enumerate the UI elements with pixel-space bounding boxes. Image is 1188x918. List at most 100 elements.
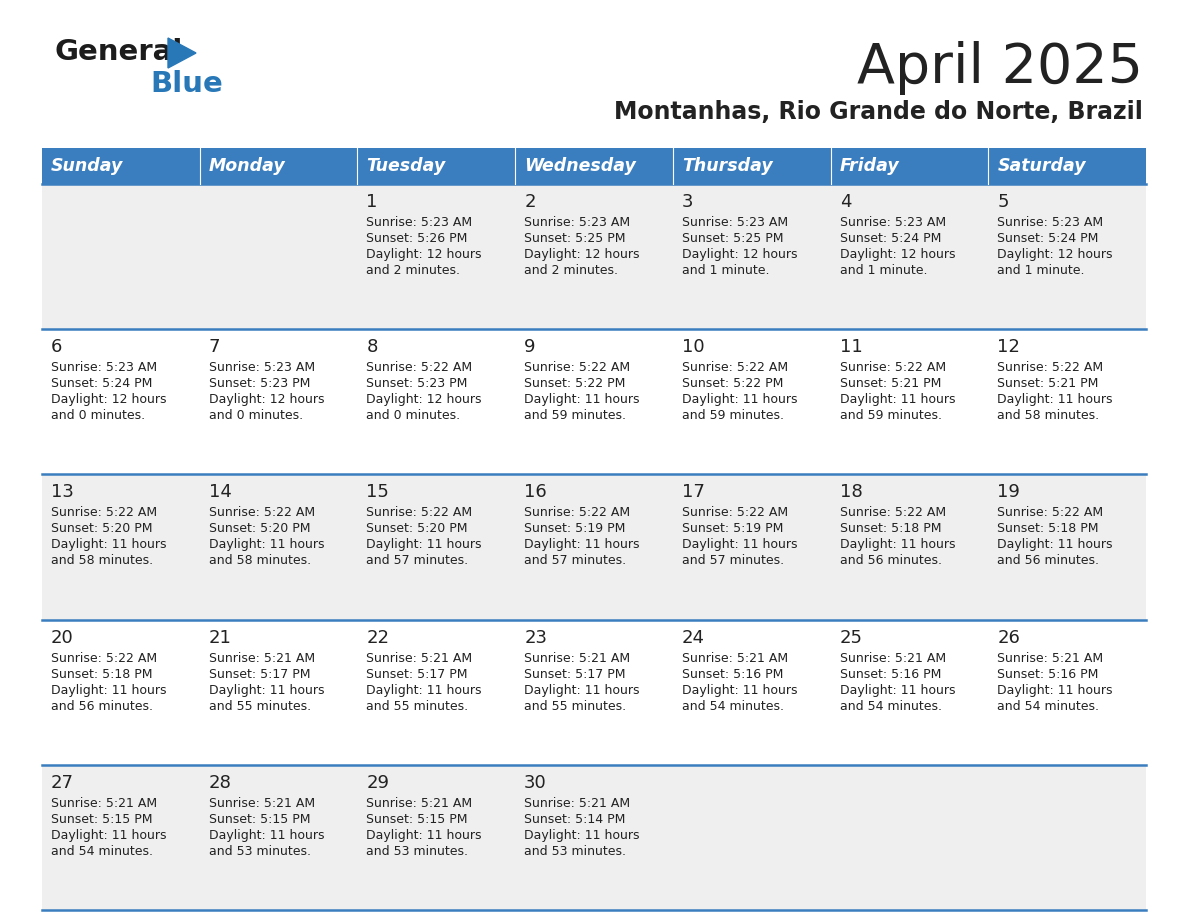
Text: 15: 15 bbox=[366, 484, 390, 501]
Text: Daylight: 11 hours: Daylight: 11 hours bbox=[997, 684, 1113, 697]
Text: Sunrise: 5:21 AM: Sunrise: 5:21 AM bbox=[209, 652, 315, 665]
Text: and 53 minutes.: and 53 minutes. bbox=[366, 845, 468, 857]
Text: Sunset: 5:19 PM: Sunset: 5:19 PM bbox=[682, 522, 783, 535]
Bar bbox=[830, 184, 988, 330]
Bar bbox=[358, 184, 516, 330]
Text: Sunrise: 5:21 AM: Sunrise: 5:21 AM bbox=[209, 797, 315, 810]
Text: Sunset: 5:21 PM: Sunset: 5:21 PM bbox=[997, 377, 1099, 390]
Text: Sunset: 5:20 PM: Sunset: 5:20 PM bbox=[51, 522, 152, 535]
Text: Sunset: 5:23 PM: Sunset: 5:23 PM bbox=[366, 377, 468, 390]
Text: Daylight: 11 hours: Daylight: 11 hours bbox=[51, 684, 166, 697]
Text: and 0 minutes.: and 0 minutes. bbox=[366, 409, 461, 422]
Text: Daylight: 11 hours: Daylight: 11 hours bbox=[682, 684, 797, 697]
Text: 19: 19 bbox=[997, 484, 1020, 501]
Text: Sunrise: 5:23 AM: Sunrise: 5:23 AM bbox=[524, 216, 631, 229]
Text: and 54 minutes.: and 54 minutes. bbox=[51, 845, 153, 857]
Text: and 55 minutes.: and 55 minutes. bbox=[524, 700, 626, 712]
Text: Daylight: 12 hours: Daylight: 12 hours bbox=[366, 393, 482, 406]
Text: Daylight: 11 hours: Daylight: 11 hours bbox=[524, 829, 639, 842]
Text: 25: 25 bbox=[840, 629, 862, 646]
Text: Friday: Friday bbox=[840, 157, 899, 175]
Text: Sunset: 5:20 PM: Sunset: 5:20 PM bbox=[209, 522, 310, 535]
Text: Daylight: 11 hours: Daylight: 11 hours bbox=[209, 538, 324, 552]
Text: Sunset: 5:21 PM: Sunset: 5:21 PM bbox=[840, 377, 941, 390]
Text: Sunrise: 5:22 AM: Sunrise: 5:22 AM bbox=[51, 507, 157, 520]
Text: Sunrise: 5:23 AM: Sunrise: 5:23 AM bbox=[997, 216, 1104, 229]
Bar bbox=[358, 148, 516, 184]
Bar bbox=[42, 184, 200, 330]
Text: 29: 29 bbox=[366, 774, 390, 792]
Text: Daylight: 11 hours: Daylight: 11 hours bbox=[997, 393, 1113, 406]
Text: Sunrise: 5:21 AM: Sunrise: 5:21 AM bbox=[524, 652, 631, 665]
Text: Sunrise: 5:23 AM: Sunrise: 5:23 AM bbox=[682, 216, 788, 229]
Bar bbox=[200, 184, 358, 330]
Bar bbox=[516, 148, 672, 184]
Text: Daylight: 11 hours: Daylight: 11 hours bbox=[366, 829, 482, 842]
Bar bbox=[358, 475, 516, 620]
Bar bbox=[672, 184, 830, 330]
Text: 13: 13 bbox=[51, 484, 74, 501]
Bar bbox=[42, 148, 200, 184]
Text: and 54 minutes.: and 54 minutes. bbox=[682, 700, 784, 712]
Text: Sunset: 5:23 PM: Sunset: 5:23 PM bbox=[209, 377, 310, 390]
Text: Daylight: 11 hours: Daylight: 11 hours bbox=[840, 684, 955, 697]
Text: Daylight: 12 hours: Daylight: 12 hours bbox=[51, 393, 166, 406]
Text: Daylight: 12 hours: Daylight: 12 hours bbox=[840, 248, 955, 261]
Text: 26: 26 bbox=[997, 629, 1020, 646]
Text: Sunset: 5:16 PM: Sunset: 5:16 PM bbox=[682, 667, 783, 680]
Bar bbox=[672, 765, 830, 910]
Text: 23: 23 bbox=[524, 629, 548, 646]
Text: 21: 21 bbox=[209, 629, 232, 646]
Text: 2: 2 bbox=[524, 193, 536, 211]
Text: Daylight: 11 hours: Daylight: 11 hours bbox=[209, 829, 324, 842]
Text: and 57 minutes.: and 57 minutes. bbox=[366, 554, 468, 567]
Text: Sunset: 5:16 PM: Sunset: 5:16 PM bbox=[840, 667, 941, 680]
Bar bbox=[830, 148, 988, 184]
Text: and 2 minutes.: and 2 minutes. bbox=[366, 264, 461, 277]
Text: Sunrise: 5:22 AM: Sunrise: 5:22 AM bbox=[366, 361, 473, 375]
Polygon shape bbox=[168, 38, 196, 68]
Text: Daylight: 11 hours: Daylight: 11 hours bbox=[209, 684, 324, 697]
Text: Sunrise: 5:21 AM: Sunrise: 5:21 AM bbox=[840, 652, 946, 665]
Text: Daylight: 11 hours: Daylight: 11 hours bbox=[682, 393, 797, 406]
Text: and 59 minutes.: and 59 minutes. bbox=[524, 409, 626, 422]
Bar bbox=[988, 148, 1146, 184]
Text: 11: 11 bbox=[840, 338, 862, 356]
Text: Sunrise: 5:22 AM: Sunrise: 5:22 AM bbox=[840, 507, 946, 520]
Text: Sunset: 5:22 PM: Sunset: 5:22 PM bbox=[682, 377, 783, 390]
Bar bbox=[358, 765, 516, 910]
Text: 10: 10 bbox=[682, 338, 704, 356]
Bar bbox=[830, 475, 988, 620]
Text: General: General bbox=[55, 38, 183, 66]
Bar bbox=[200, 148, 358, 184]
Text: Daylight: 11 hours: Daylight: 11 hours bbox=[524, 684, 639, 697]
Text: and 56 minutes.: and 56 minutes. bbox=[997, 554, 1099, 567]
Text: and 2 minutes.: and 2 minutes. bbox=[524, 264, 618, 277]
Text: Sunset: 5:25 PM: Sunset: 5:25 PM bbox=[682, 232, 783, 245]
Text: Sunrise: 5:22 AM: Sunrise: 5:22 AM bbox=[682, 361, 788, 375]
Text: and 57 minutes.: and 57 minutes. bbox=[524, 554, 626, 567]
Text: and 1 minute.: and 1 minute. bbox=[682, 264, 770, 277]
Text: and 54 minutes.: and 54 minutes. bbox=[997, 700, 1099, 712]
Text: Sunrise: 5:21 AM: Sunrise: 5:21 AM bbox=[51, 797, 157, 810]
Text: Sunrise: 5:23 AM: Sunrise: 5:23 AM bbox=[840, 216, 946, 229]
Bar bbox=[516, 475, 672, 620]
Text: 7: 7 bbox=[209, 338, 220, 356]
Text: Daylight: 11 hours: Daylight: 11 hours bbox=[840, 538, 955, 552]
Text: Sunset: 5:15 PM: Sunset: 5:15 PM bbox=[209, 812, 310, 826]
Text: Sunrise: 5:22 AM: Sunrise: 5:22 AM bbox=[51, 652, 157, 665]
Text: 16: 16 bbox=[524, 484, 546, 501]
Text: 1: 1 bbox=[366, 193, 378, 211]
Text: and 58 minutes.: and 58 minutes. bbox=[209, 554, 311, 567]
Text: 17: 17 bbox=[682, 484, 704, 501]
Text: Sunset: 5:18 PM: Sunset: 5:18 PM bbox=[51, 667, 152, 680]
Text: 8: 8 bbox=[366, 338, 378, 356]
Bar bbox=[42, 765, 200, 910]
Text: and 55 minutes.: and 55 minutes. bbox=[366, 700, 468, 712]
Bar bbox=[830, 620, 988, 765]
Text: Sunrise: 5:22 AM: Sunrise: 5:22 AM bbox=[840, 361, 946, 375]
Text: Sunrise: 5:23 AM: Sunrise: 5:23 AM bbox=[366, 216, 473, 229]
Text: Daylight: 11 hours: Daylight: 11 hours bbox=[524, 393, 639, 406]
Text: Thursday: Thursday bbox=[682, 157, 772, 175]
Text: 4: 4 bbox=[840, 193, 851, 211]
